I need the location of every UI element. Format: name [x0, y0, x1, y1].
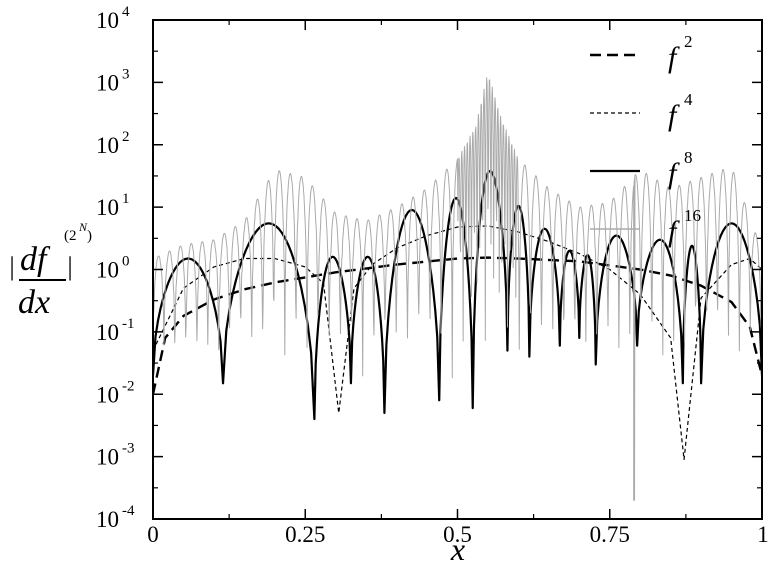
- y-tick-exp-5: 1: [122, 191, 130, 207]
- y-tick-exp-0: -4: [122, 503, 135, 519]
- x-tick-label-3: 0.75: [590, 522, 630, 547]
- y-label-numerator: df: [20, 241, 51, 278]
- y-tick-base-8: 10: [96, 8, 119, 33]
- y-tick-exp-7: 3: [122, 66, 130, 82]
- y-tick-label-1: 10 -3: [96, 441, 135, 470]
- x-tick-label-0: 0: [147, 522, 159, 547]
- y-axis-label: | df (2 N ) dx |: [8, 220, 92, 321]
- y-tick-label-6: 10 2: [96, 129, 130, 158]
- y-tick-base-7: 10: [96, 70, 119, 95]
- legend-item-3: f 16: [590, 206, 701, 248]
- y-tick-base-3: 10: [96, 320, 119, 345]
- y-tick-label-2: 10 -2: [96, 378, 135, 407]
- x-tick-label-1: 0.25: [285, 522, 325, 547]
- y-tick-base-5: 10: [96, 195, 119, 220]
- y-label-exponent-close: ): [87, 228, 92, 244]
- y-label-denominator: dx: [18, 284, 50, 321]
- legend-label-0: f: [668, 41, 680, 74]
- y-tick-label-0: 10 -4: [96, 503, 135, 532]
- y-tick-exp-1: -3: [122, 441, 135, 457]
- x-tick-label-2: 0.5: [443, 522, 472, 547]
- x-axis-label: x: [450, 531, 465, 565]
- legend-label-1: f: [668, 99, 680, 132]
- y-tick-exp-2: -2: [122, 378, 135, 394]
- x-tick-label-4: 1: [757, 522, 768, 547]
- y-tick-exp-3: -1: [122, 316, 135, 332]
- legend-exp-3: 16: [684, 206, 701, 225]
- plot-frame: [152, 19, 763, 520]
- legend-exp-2: 8: [684, 148, 693, 167]
- y-tick-exp-6: 2: [122, 129, 130, 145]
- legend-label-3: f: [668, 215, 680, 248]
- y-tick-base-1: 10: [96, 445, 119, 470]
- y-tick-exp-4: 0: [122, 254, 130, 270]
- y-label-bar-right: |: [66, 252, 73, 281]
- y-tick-base-2: 10: [96, 382, 119, 407]
- y-tick-label-5: 10 1: [96, 191, 130, 220]
- series-3-line: [153, 77, 762, 501]
- series-layer: [153, 77, 762, 501]
- y-label-exponent: (2: [64, 228, 77, 244]
- y-label-bar-left: |: [8, 252, 15, 281]
- series-0-line: [153, 256, 762, 395]
- y-tick-label-8: 10 4: [96, 4, 130, 33]
- ticks-layer: [152, 19, 763, 520]
- y-tick-exp-8: 4: [122, 4, 130, 20]
- legend-label-2: f: [668, 157, 680, 190]
- legend-exp-0: 2: [684, 32, 693, 51]
- y-tick-label-4: 10 0: [96, 254, 130, 283]
- y-tick-base-4: 10: [96, 258, 119, 283]
- y-label-exponent-n: N: [78, 220, 88, 234]
- y-tick-label-3: 10 -1: [96, 316, 135, 345]
- legend-exp-1: 4: [684, 90, 693, 109]
- y-tick-base-6: 10: [96, 133, 119, 158]
- y-tick-label-7: 10 3: [96, 66, 130, 95]
- legend: f 2f 4f 8f 16: [590, 32, 701, 248]
- y-tick-base-0: 10: [96, 507, 119, 532]
